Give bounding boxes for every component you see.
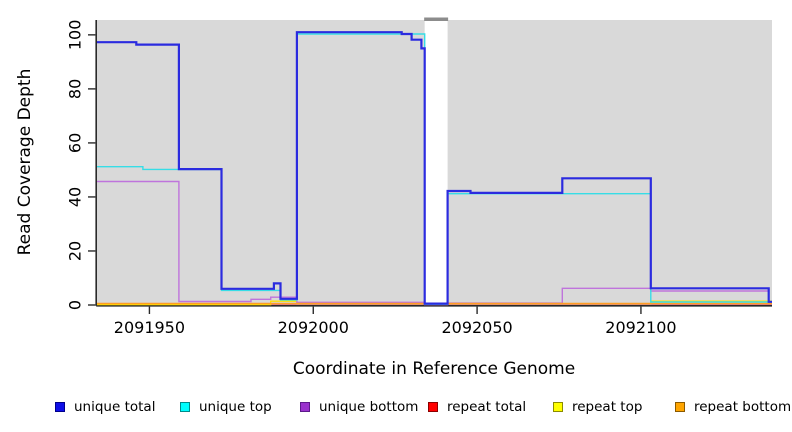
legend-label: repeat total: [447, 399, 527, 415]
repeat-bottom-swatch-icon: [675, 402, 685, 412]
unique-bottom-swatch-icon: [300, 402, 310, 412]
y-tick-label: 100: [66, 20, 85, 51]
repeat-top-swatch-icon: [553, 402, 563, 412]
legend: unique total unique top unique bottom re…: [0, 398, 792, 418]
y-tick-label: 0: [66, 300, 85, 310]
legend-item-repeat-top: repeat top: [553, 398, 642, 416]
y-axis-label: Read Coverage Depth: [15, 68, 35, 256]
legend-label: unique total: [74, 399, 156, 415]
legend-label: repeat top: [572, 399, 643, 415]
x-axis-label: Coordinate in Reference Genome: [292, 359, 576, 379]
legend-item-unique-total: unique total: [55, 398, 155, 416]
gap-band-cap: [424, 17, 449, 21]
legend-item-repeat-total: repeat total: [428, 398, 526, 416]
x-tick-label: 2091950: [114, 318, 185, 337]
y-tick-label: 60: [66, 133, 85, 153]
legend-item-repeat-bottom: repeat bottom: [675, 398, 791, 416]
repeat-total-swatch-icon: [428, 402, 438, 412]
legend-item-unique-top: unique top: [180, 398, 272, 416]
gap-band: [424, 21, 448, 304]
y-tick-label: 40: [66, 187, 85, 207]
series-unique-total: [97, 31, 772, 305]
y-tick-label: 80: [66, 79, 85, 99]
legend-item-unique-bottom: unique bottom: [300, 398, 418, 416]
legend-label: unique bottom: [319, 399, 419, 415]
x-tick-label: 2092050: [441, 318, 512, 337]
y-tick-label: 20: [66, 241, 85, 261]
x-tick-label: 2092100: [605, 318, 676, 337]
legend-label: unique top: [199, 399, 272, 415]
x-tick-label: 2092000: [278, 318, 349, 337]
legend-label: repeat bottom: [694, 399, 792, 415]
unique-top-swatch-icon: [180, 402, 190, 412]
unique-total-swatch-icon: [55, 402, 65, 412]
